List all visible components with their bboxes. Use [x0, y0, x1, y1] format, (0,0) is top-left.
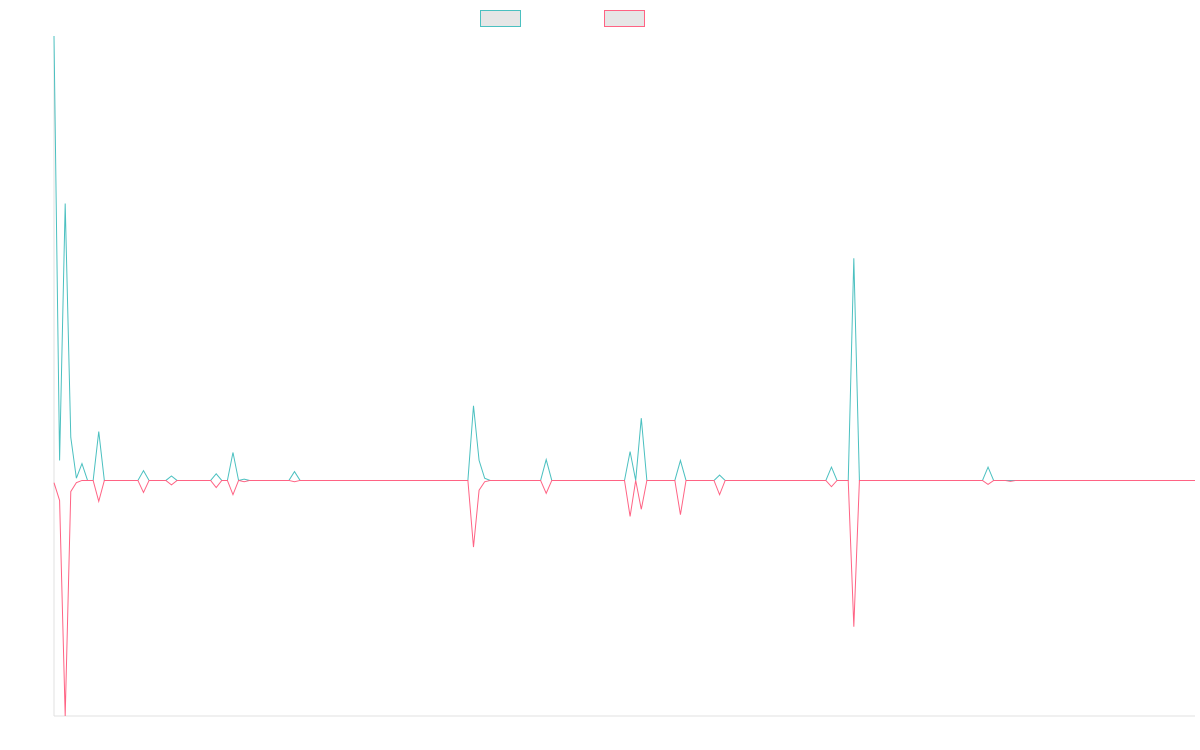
legend-swatch[interactable]	[604, 10, 645, 27]
series-line	[53, 479, 1195, 717]
series-line	[53, 35, 1195, 482]
legend-swatch[interactable]	[480, 10, 521, 27]
